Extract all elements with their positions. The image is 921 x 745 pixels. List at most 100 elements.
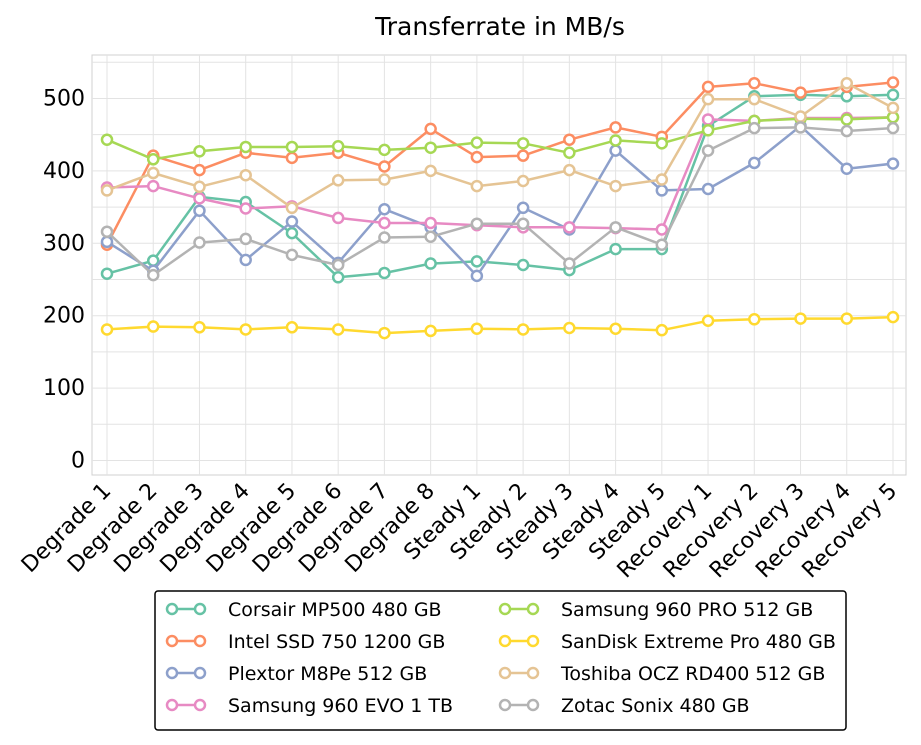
data-point: [840, 312, 854, 325]
data-point: [193, 236, 206, 249]
data-point: [331, 139, 345, 153]
data-point: [239, 140, 252, 154]
data-point: [193, 204, 206, 217]
data-point: [193, 321, 206, 334]
data-point: [701, 124, 715, 137]
data-point: [609, 221, 622, 234]
data-point: [146, 179, 160, 193]
data-point: [701, 92, 715, 106]
data-point: [609, 121, 622, 134]
series-group: [100, 76, 900, 340]
data-point: [470, 136, 484, 149]
legend-label: Intel SSD 750 1200 GB: [228, 631, 445, 653]
data-point: [840, 124, 854, 138]
data-point: [378, 326, 391, 340]
data-point: [516, 258, 530, 272]
data-point: [331, 211, 345, 225]
data-point: [701, 80, 715, 94]
legend-swatch-marker: [526, 698, 540, 712]
legend-label: Samsung 960 EVO 1 TB: [228, 695, 453, 717]
legend: Corsair MP500 480 GB Intel SSD 750 1200 G…: [154, 590, 847, 731]
data-point: [840, 113, 854, 126]
data-point: [516, 201, 530, 215]
data-point: [193, 145, 206, 158]
data-point: [239, 232, 252, 246]
data-point: [285, 140, 299, 154]
legend-label: Zotac Sonix 480 GB: [561, 695, 750, 717]
data-point: [100, 225, 114, 238]
data-point: [655, 238, 669, 251]
data-point: [886, 157, 900, 170]
y-tick-label: 200: [43, 304, 85, 329]
legend-swatch-marker: [193, 602, 207, 616]
data-point: [285, 151, 299, 165]
legend-swatch-marker: [165, 602, 179, 616]
data-point: [239, 168, 252, 182]
series-line: [106, 124, 894, 278]
legend-swatch-marker: [165, 666, 179, 680]
data-point: [470, 255, 484, 268]
data-point: [424, 230, 437, 244]
data-point: [609, 322, 622, 335]
data-point: [748, 76, 761, 90]
data-point: [516, 137, 530, 150]
data-point: [331, 271, 345, 284]
data-point: [100, 133, 114, 146]
legend-swatch-marker: [165, 634, 179, 648]
series-line: [106, 315, 894, 335]
data-point: [748, 92, 761, 106]
data-point: [516, 217, 530, 230]
data-point: [378, 143, 391, 157]
data-point: [886, 76, 900, 89]
data-point: [470, 150, 484, 164]
y-tick-label: 0: [71, 449, 85, 474]
data-point: [378, 231, 391, 244]
data-point: [840, 162, 854, 175]
data-point: [146, 153, 160, 166]
legend-swatch-marker: [498, 602, 512, 616]
y-tick-label: 100: [43, 376, 85, 401]
data-point: [378, 202, 391, 216]
data-point: [794, 110, 807, 123]
data-point: [424, 324, 437, 338]
data-point: [563, 257, 576, 270]
data-point: [655, 137, 669, 150]
data-point: [285, 248, 299, 262]
data-point: [470, 269, 484, 283]
data-point: [516, 174, 530, 188]
data-point: [516, 149, 530, 162]
data-point: [701, 144, 715, 157]
data-point: [146, 254, 160, 267]
legend-swatch-marker: [193, 634, 207, 648]
data-point: [516, 323, 530, 336]
legend-swatch-marker: [498, 634, 512, 648]
data-point: [100, 184, 114, 197]
data-point: [146, 166, 160, 180]
data-point: [285, 215, 299, 228]
data-point: [886, 88, 900, 102]
data-point: [748, 121, 761, 135]
plot-area: [91, 54, 907, 476]
y-tick-label: 500: [43, 86, 85, 111]
data-point: [748, 156, 761, 170]
data-point: [563, 321, 576, 335]
data-point: [609, 179, 622, 193]
data-point: [655, 173, 669, 186]
data-point: [701, 113, 715, 126]
data-point: [701, 314, 715, 328]
data-point: [563, 133, 576, 146]
data-point: [794, 121, 807, 134]
data-point: [748, 313, 761, 326]
data-point: [886, 101, 900, 115]
data-point: [331, 323, 345, 336]
data-point: [100, 235, 114, 249]
data-point: [655, 184, 669, 197]
data-point: [378, 216, 391, 230]
data-point: [378, 266, 391, 280]
legend-label: Toshiba OCZ RD400 512 GB: [560, 663, 825, 685]
data-point: [609, 242, 622, 256]
data-point: [470, 217, 484, 230]
y-tick-label: 300: [43, 231, 85, 256]
data-point: [470, 179, 484, 193]
